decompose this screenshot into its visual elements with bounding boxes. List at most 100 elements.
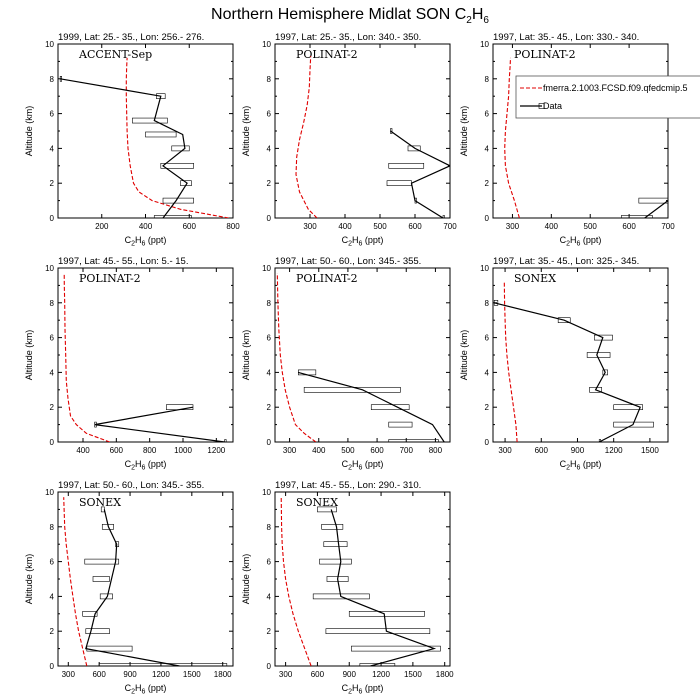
y-tick-label: 0 [50,438,55,447]
x-axis-label: C2H6 (ppt) [125,235,167,248]
x-axis-label-part: C [342,235,349,245]
x-tick-label: 600 [311,670,325,679]
x-tick-label: 900 [123,670,137,679]
y-tick-label: 4 [485,368,490,377]
data-range-box [84,558,120,565]
legend-data-box [538,103,545,109]
x-axis-label-sub: 6 [358,465,362,472]
y-axis-label: Altitude (km) [24,330,34,381]
data-range-box [92,576,110,582]
data-series-line [85,509,180,666]
x-axis-label-sub: 2 [566,241,570,248]
x-tick-label: 600 [408,222,422,231]
panel-title: 1997, Lat: 50.- 60., Lon: 345.- 355. [58,480,204,491]
campaign-label: SONEX [514,272,556,285]
y-tick-label: 2 [50,403,55,412]
x-axis-label: C2H6 (ppt) [560,235,602,248]
x-axis-label-part: H [135,235,142,245]
data-series-line [60,78,188,218]
data-range-box [621,215,653,218]
data-range-box [388,163,425,169]
x-axis-label-part: C [125,459,132,469]
data-series-line [94,406,225,442]
y-tick-label: 0 [267,438,272,447]
plot-frame [492,43,669,219]
y-tick-label: 10 [45,488,54,497]
y-tick-label: 8 [267,75,272,84]
model-series-line [295,56,318,218]
y-tick-label: 8 [50,523,55,532]
x-tick-label: 1000 [174,446,192,455]
x-axis-label-sub: 6 [358,689,362,696]
y-tick-label: 10 [262,40,271,49]
y-tick-label: 10 [480,264,489,273]
data-range-box [321,523,344,530]
x-tick-label: 1800 [214,670,232,679]
x-axis-label-part: (ppt) [362,683,383,693]
x-tick-label: 1200 [207,446,225,455]
chart-panel-6: 1997, Lat: 35.- 45., Lon: 325.- 345. SONE… [459,256,669,472]
x-axis-label-part: H [352,683,359,693]
series-group [493,281,654,442]
campaign-label: POLINAT-2 [296,272,358,285]
x-axis-label-part: C [560,235,567,245]
x-tick-label: 300 [279,670,293,679]
y-tick-label: 8 [50,75,55,84]
x-tick-label: 800 [429,446,443,455]
x-axis-label-part: H [352,235,359,245]
x-tick-label: 400 [76,446,90,455]
x-tick-label: 900 [343,670,357,679]
panel-title: 1997, Lat: 45.- 55., Lon: 290.- 310. [275,480,421,491]
data-range-box [166,404,194,411]
x-axis-label-part: (ppt) [362,459,383,469]
x-axis-label: C2H6 (ppt) [342,683,384,696]
series-group [63,497,228,666]
x-tick-label: 400 [338,222,352,231]
y-tick-label: 0 [485,438,490,447]
data-range-box [589,386,602,393]
plot-frame [492,267,669,443]
y-tick-label: 6 [50,110,55,119]
data-series-line [330,509,437,666]
data-range-box [323,541,348,548]
data-range-box [386,180,412,186]
data-range-box [224,439,227,442]
x-tick-label: 1500 [183,670,201,679]
x-tick-label: 1200 [605,446,623,455]
x-tick-label: 600 [183,222,197,231]
data-range-box [407,145,421,152]
data-series-line [298,371,445,442]
y-tick-label: 0 [50,214,55,223]
x-axis-label: C2H6 (ppt) [560,459,602,472]
model-series-line [503,281,518,442]
chart-panel-4: 1997, Lat: 45.- 55., Lon: 5.- 15. POLINAT… [24,256,234,472]
data-range-box [303,386,401,393]
data-range-box [594,334,613,341]
plot-frame [274,267,451,443]
y-tick-label: 4 [50,592,55,601]
series-group [276,273,445,442]
figure-title: Northern Hemisphere Midlat SON C2H6 [211,6,489,26]
x-axis-label-sub: 2 [131,241,135,248]
legend-model-label: fmerra.2.1003.FCSD.f09.qfedcmip.5 [543,83,688,93]
y-tick-label: 0 [50,662,55,671]
x-tick-label: 300 [303,222,317,231]
y-tick-label: 2 [50,627,55,636]
x-tick-label: 800 [226,222,240,231]
y-tick-label: 10 [45,40,54,49]
x-axis-label-part: H [570,235,577,245]
x-axis-label-part: (ppt) [362,235,383,245]
y-tick-label: 0 [267,214,272,223]
data-range-box [388,439,439,442]
plot-frame [57,491,234,667]
y-tick-label: 8 [267,299,272,308]
data-range-box [85,628,110,635]
x-axis-label-part: (ppt) [580,235,601,245]
y-tick-label: 0 [485,214,490,223]
x-axis-label-part: C [560,459,567,469]
model-series-line [504,57,520,218]
x-tick-label: 500 [373,222,387,231]
y-tick-label: 2 [267,627,272,636]
series-group [63,273,227,442]
data-range-box [162,197,194,204]
